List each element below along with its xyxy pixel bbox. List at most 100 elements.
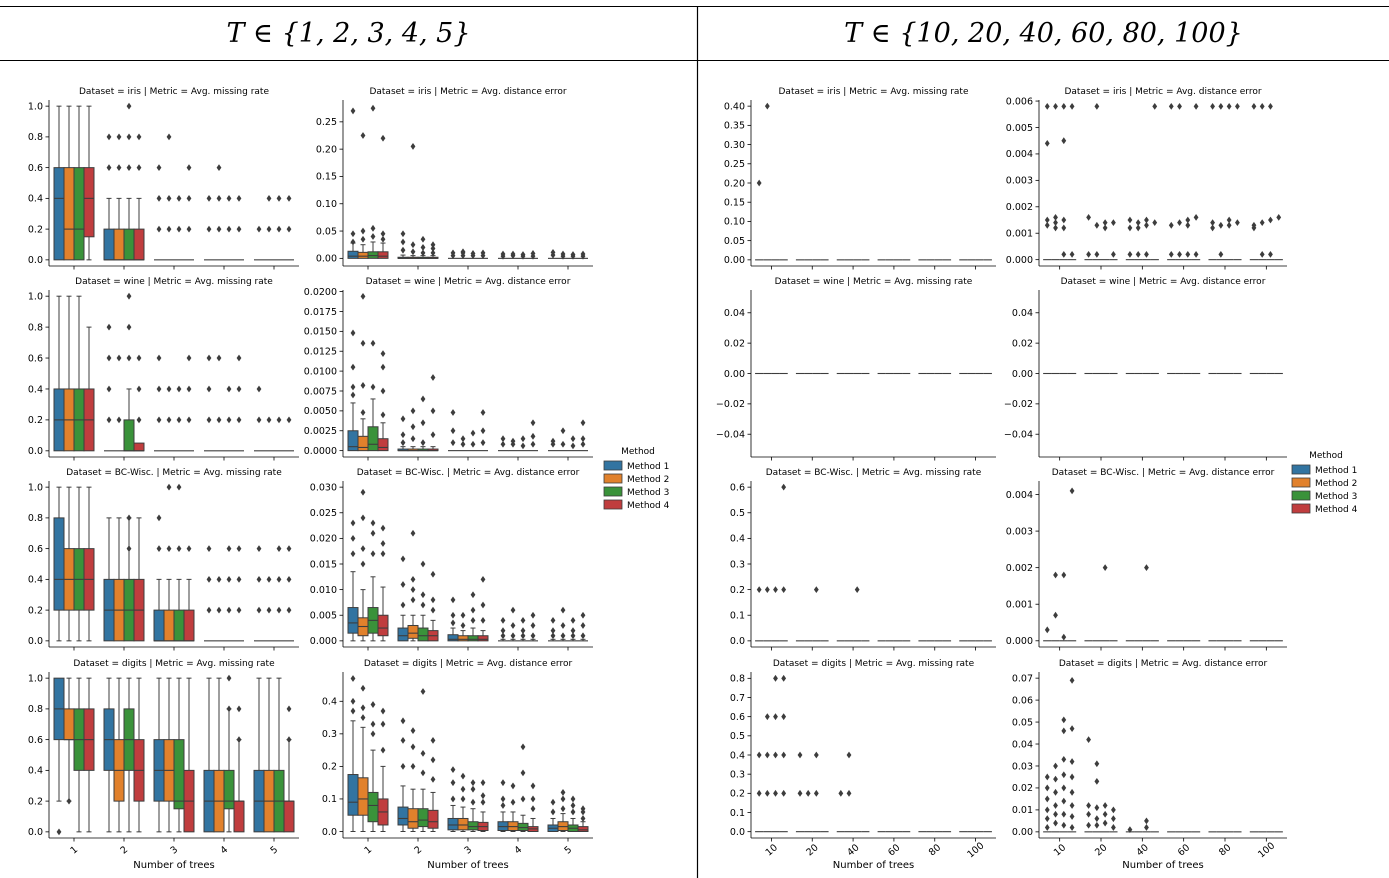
y-tick-label: 0.025 xyxy=(310,508,337,519)
outlier-point xyxy=(1086,213,1091,221)
outlier-point xyxy=(400,762,406,770)
outlier-point xyxy=(226,545,232,553)
outlier-point xyxy=(1061,727,1067,735)
x-tick-label: 10 xyxy=(764,842,780,858)
outlier-point xyxy=(126,102,132,110)
y-tick-label: 0.002 xyxy=(1006,202,1033,213)
panel-title: Dataset = BC-Wisc. | Metric = Avg. missi… xyxy=(766,468,982,478)
box-2 xyxy=(407,808,419,829)
outlier-point xyxy=(781,674,787,682)
outlier-point xyxy=(1094,221,1100,229)
outlier-point xyxy=(206,575,212,583)
outlier-point xyxy=(176,483,182,491)
outlier-point xyxy=(420,601,426,609)
outlier-point xyxy=(430,431,436,439)
outlier-point xyxy=(380,707,386,715)
outlier-point xyxy=(530,782,536,790)
outlier-point xyxy=(430,606,436,614)
y-tick-label: 0.07 xyxy=(1012,673,1033,684)
outlier-point xyxy=(1053,102,1058,110)
y-tick-label: 0.00 xyxy=(724,255,745,266)
outlier-point xyxy=(1102,219,1108,227)
outlier-point xyxy=(206,385,212,393)
outlier-point xyxy=(166,225,172,233)
outlier-point xyxy=(1053,788,1058,796)
outlier-point xyxy=(410,596,416,604)
outlier-point xyxy=(1061,771,1067,779)
box-4 xyxy=(233,800,245,833)
outlier-point xyxy=(156,354,162,362)
panel-title: Dataset = wine | Metric = Avg. missing r… xyxy=(75,277,273,287)
outlier-point xyxy=(420,749,426,757)
outlier-point xyxy=(1061,755,1067,763)
legend-swatch xyxy=(1291,490,1311,501)
y-tick-label: 0.8 xyxy=(28,322,43,333)
outlier-point xyxy=(520,442,526,450)
outlier-point xyxy=(400,555,406,563)
outlier-point xyxy=(1044,806,1050,814)
outlier-point xyxy=(286,736,292,744)
outlier-point xyxy=(206,416,212,424)
outlier-point xyxy=(450,766,456,774)
x-tick-label: 80 xyxy=(1217,842,1233,858)
outlier-point xyxy=(350,107,356,115)
panel-title: Dataset = iris | Metric = Avg. distance … xyxy=(369,87,566,97)
y-tick-label: 0.05 xyxy=(316,226,337,237)
outlier-point xyxy=(1044,139,1050,147)
x-axis-label: Number of trees xyxy=(833,860,915,871)
box-2 xyxy=(357,251,369,259)
y-tick-label: 0.4 xyxy=(28,766,43,777)
outlier-point xyxy=(1144,824,1149,831)
x-axis-label: Number of trees xyxy=(427,860,509,871)
box-2 xyxy=(163,609,175,642)
panel-title: Dataset = BC-Wisc. | Metric = Avg. dista… xyxy=(1052,468,1275,478)
legend-right: Method Method 1 Method 2 Method 3 Method 4 xyxy=(1291,451,1358,515)
outlier-point xyxy=(1193,250,1199,258)
outlier-point xyxy=(256,545,262,553)
outlier-point xyxy=(266,225,272,233)
outlier-point xyxy=(400,230,406,238)
y-tick-label: 0.01 xyxy=(1012,805,1033,816)
y-tick-label: 0.005 xyxy=(310,611,337,622)
outlier-point xyxy=(236,606,242,614)
outlier-point xyxy=(410,143,416,150)
outlier-point xyxy=(781,751,787,759)
outlier-point xyxy=(480,409,486,416)
box-4 xyxy=(377,251,389,259)
outlier-point xyxy=(530,805,536,813)
legend-label: Method 3 xyxy=(1315,492,1357,502)
outlier-point xyxy=(805,789,811,797)
panel-16: Dataset = digits | Metric = Avg. distanc… xyxy=(1012,659,1287,871)
y-tick-label: 1.0 xyxy=(28,482,43,493)
outlier-point xyxy=(126,514,132,522)
outlier-point xyxy=(1210,224,1215,232)
x-tick-label: 60 xyxy=(886,842,902,858)
outlier-point xyxy=(813,586,819,594)
outlier-point xyxy=(400,439,406,447)
outlier-point xyxy=(1135,219,1141,227)
panel-title: Dataset = digits | Metric = Avg. missing… xyxy=(73,659,275,669)
outlier-point xyxy=(286,416,292,424)
outlier-point xyxy=(470,798,476,806)
y-tick-label: 1.0 xyxy=(28,101,43,112)
y-tick-label: 0.0 xyxy=(322,827,337,838)
outlier-point xyxy=(116,133,122,141)
outlier-point xyxy=(1144,216,1149,224)
outlier-point xyxy=(420,395,426,403)
y-tick-label: 0.003 xyxy=(1006,176,1033,187)
outlier-point xyxy=(764,586,770,594)
outlier-point xyxy=(360,545,366,553)
legend-label: Method 1 xyxy=(1315,466,1357,476)
y-tick-label: 0.15 xyxy=(316,172,337,183)
legend-swatch xyxy=(603,486,623,497)
outlier-point xyxy=(400,415,406,423)
y-tick-label: 0.000 xyxy=(310,636,337,647)
outlier-point xyxy=(470,616,476,624)
outlier-point xyxy=(226,674,232,682)
outlier-point xyxy=(266,575,272,583)
panel-8: Dataset = digits | Metric = Avg. distanc… xyxy=(322,659,593,871)
outlier-point xyxy=(570,795,576,803)
outlier-point xyxy=(286,606,292,614)
outlier-point xyxy=(764,713,770,721)
outlier-point xyxy=(380,524,386,532)
